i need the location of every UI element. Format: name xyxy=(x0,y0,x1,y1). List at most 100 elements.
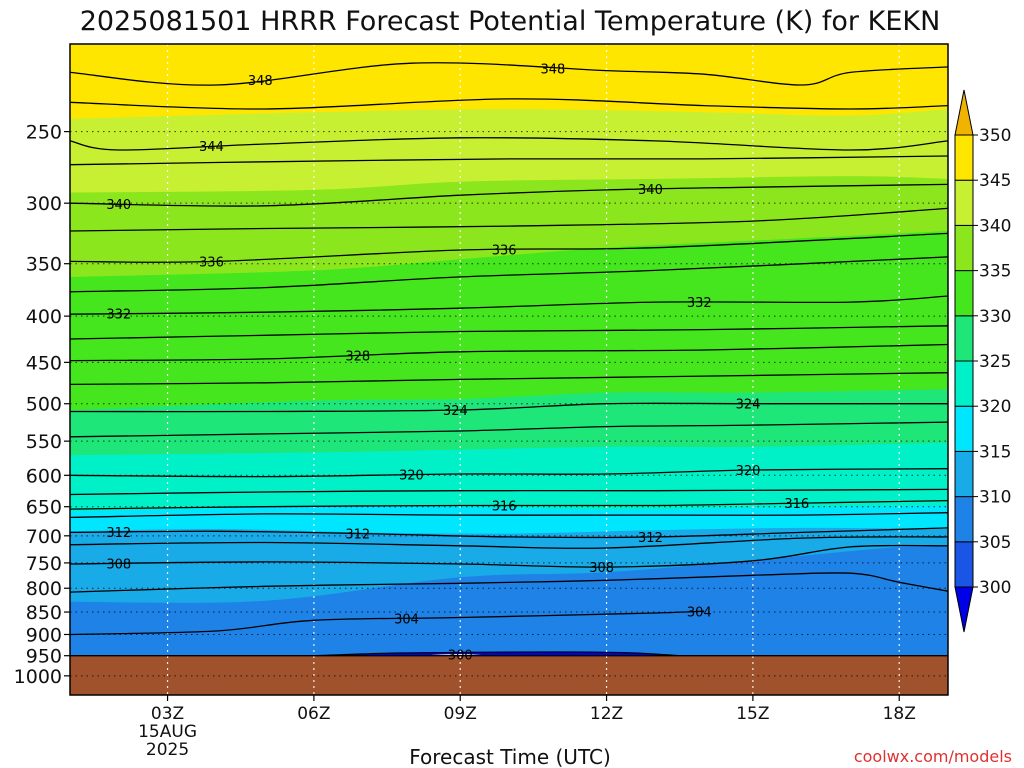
contour-label-328-0: 328 xyxy=(345,349,370,364)
colorbar-label-320: 320 xyxy=(979,397,1011,417)
contour-342 xyxy=(69,155,949,166)
contour-label-344-0: 344 xyxy=(199,140,224,155)
colorbar-label-325: 325 xyxy=(979,352,1011,372)
contour-label-324-1: 324 xyxy=(736,398,761,413)
y-tick-label-400: 400 xyxy=(26,306,62,328)
contour-334 xyxy=(69,256,949,293)
credit-label: coolwx.com/models xyxy=(854,747,1012,766)
x-tick-label-06Z: 06Z xyxy=(297,704,330,724)
contour-label-300-0: 300 xyxy=(448,648,473,663)
contour-312 xyxy=(69,527,949,539)
y-tick-label-300: 300 xyxy=(26,193,62,215)
colorbar-label-340: 340 xyxy=(979,216,1011,236)
axes: 2503003504004505005506006507007508008509… xyxy=(14,43,949,760)
y-tick-label-650: 650 xyxy=(26,497,62,519)
x-tick-label-18Z: 18Z xyxy=(883,704,916,724)
contour-label-312-0: 312 xyxy=(106,526,131,541)
ground-fill xyxy=(70,655,948,695)
contour-308 xyxy=(69,544,949,568)
colorbar-label-305: 305 xyxy=(979,533,1011,553)
y-tick-label-950: 950 xyxy=(26,646,62,668)
colorbar-segment-305 xyxy=(954,496,974,543)
y-tick-label-1000: 1000 xyxy=(14,666,62,688)
x-tick-label-15Z: 15Z xyxy=(736,704,769,724)
contour-310 xyxy=(69,536,949,549)
contour-332 xyxy=(69,295,949,315)
contour-label-304-0: 304 xyxy=(394,613,419,628)
colorbar-label-335: 335 xyxy=(979,262,1011,282)
y-tick-label-750: 750 xyxy=(26,553,62,575)
contour-338 xyxy=(69,207,949,232)
colorbar-label-345: 345 xyxy=(979,171,1011,191)
x-axis-label: Forecast Time (UTC) xyxy=(409,745,611,768)
plot-frame xyxy=(69,43,949,696)
contour-label-332-1: 332 xyxy=(687,296,712,311)
isentrope-contours: 348 348 344 340 340 336 336 332 332 328 324 324 320 3… xyxy=(69,62,949,663)
terrain-ground xyxy=(70,655,948,695)
contour-314 xyxy=(69,512,949,519)
colorbar-label-300: 300 xyxy=(979,578,1011,598)
contour-320 xyxy=(69,468,949,478)
contour-328 xyxy=(69,343,949,362)
colorbar-segment-345 xyxy=(954,134,974,181)
colorbar-segment-335 xyxy=(954,224,974,272)
contour-label-316-0: 316 xyxy=(492,500,517,515)
y-tick-label-250: 250 xyxy=(26,122,62,144)
contour-label-320-0: 320 xyxy=(399,469,424,484)
contour-304 xyxy=(69,610,705,636)
contour-340 xyxy=(69,183,949,207)
colorbar-label-350: 350 xyxy=(979,126,1011,146)
contour-label-308-0: 308 xyxy=(106,557,131,572)
contour-316 xyxy=(69,499,949,510)
contour-322 xyxy=(69,421,949,438)
contour-label-324-0: 324 xyxy=(443,404,468,419)
y-tick-label-900: 900 xyxy=(26,624,62,646)
colorbar-arrow-low xyxy=(954,586,974,633)
contour-label-348-0: 348 xyxy=(248,74,273,89)
contour-label-340-0: 340 xyxy=(106,198,131,213)
colorbar-label-315: 315 xyxy=(979,442,1011,462)
contour-336 xyxy=(69,232,949,263)
contour-330 xyxy=(69,325,949,340)
x-tick-year: 2025 xyxy=(146,740,189,760)
y-tick-label-800: 800 xyxy=(26,578,62,600)
y-tick-label-700: 700 xyxy=(26,526,62,548)
contour-346 xyxy=(69,98,949,110)
contour-label-312-1: 312 xyxy=(345,527,370,542)
contour-label-340-1: 340 xyxy=(638,183,663,198)
contour-326 xyxy=(69,372,949,386)
chart-title: 2025081501 HRRR Forecast Potential Tempe… xyxy=(80,6,941,37)
colorbar-segment-330 xyxy=(954,270,974,317)
y-tick-label-450: 450 xyxy=(26,352,62,374)
contour-label-336-0: 336 xyxy=(199,255,224,270)
colorbar-segment-340 xyxy=(954,179,974,226)
contour-324 xyxy=(69,402,948,413)
colorbar-segment-300 xyxy=(954,541,974,588)
contour-348 xyxy=(69,62,949,86)
colorbar: 300 305 310 315 320 325 330 335 340 345 350 xyxy=(954,89,1011,633)
contour-344 xyxy=(69,137,949,151)
y-tick-label-600: 600 xyxy=(26,465,62,487)
y-tick-label-550: 550 xyxy=(26,431,62,453)
colorbar-arrow-high xyxy=(954,89,974,136)
contour-318 xyxy=(69,488,949,496)
colorbar-label-310: 310 xyxy=(979,488,1011,508)
y-tick-label-500: 500 xyxy=(26,394,62,416)
x-tick-date: 15AUG xyxy=(138,722,197,742)
contour-label-304-1: 304 xyxy=(687,605,712,620)
contour-306 xyxy=(69,572,949,593)
colorbar-label-330: 330 xyxy=(979,307,1011,327)
y-tick-label-850: 850 xyxy=(26,602,62,624)
colorbar-segment-315 xyxy=(954,405,974,452)
contour-label-316-1: 316 xyxy=(784,497,809,512)
cell-300 xyxy=(313,651,680,657)
contour-label-332-0: 332 xyxy=(106,308,131,323)
colorbar-segment-320 xyxy=(954,360,974,407)
contour-label-312-2: 312 xyxy=(638,531,663,546)
contour-label-348-1: 348 xyxy=(540,63,565,78)
x-tick-label-09Z: 09Z xyxy=(444,704,477,724)
x-tick-label-12Z: 12Z xyxy=(590,704,623,724)
x-tick-label-03Z: 03Z xyxy=(151,704,184,724)
colorbar-segment-310 xyxy=(954,450,974,498)
